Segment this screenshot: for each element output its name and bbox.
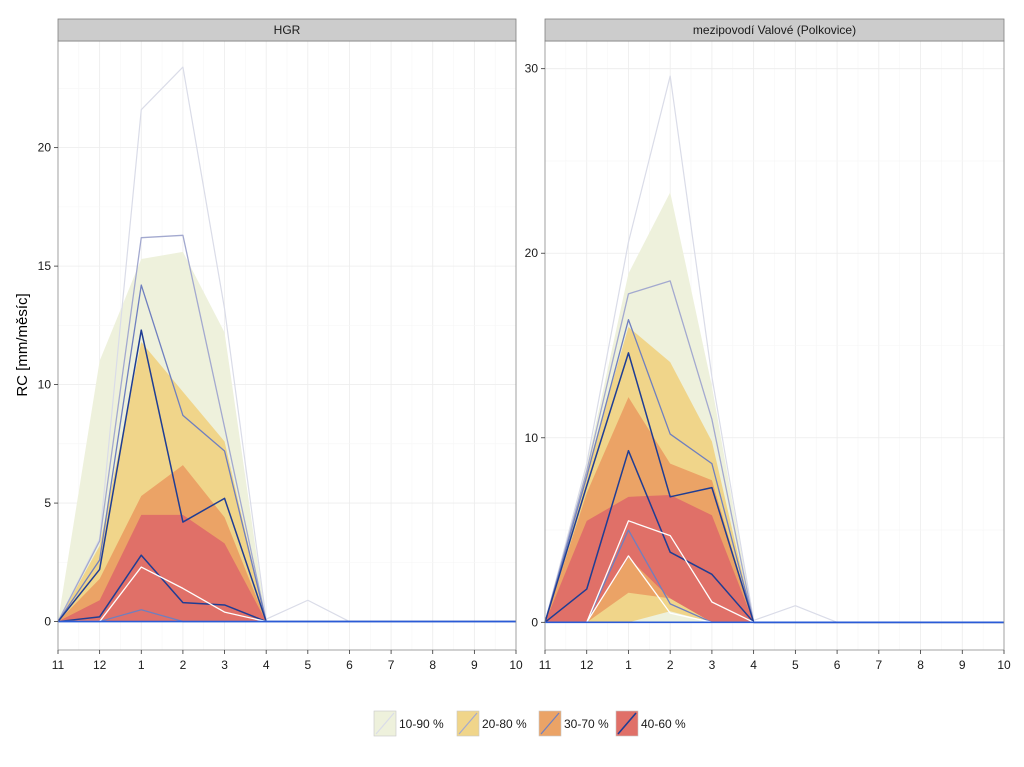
band-40-60 [58,514,516,622]
panel-strip [544,18,1005,42]
x-tick-label: 8 [917,658,924,672]
x-tick-label: 10 [997,658,1011,672]
x-tick-label: 10 [509,658,523,672]
x-tick-label: 5 [792,658,799,672]
y-tick-label: 30 [525,62,539,76]
x-tick-label: 4 [263,658,270,672]
x-tick-label: 6 [834,658,841,672]
x-tick-label: 3 [709,658,716,672]
x-tick-label: 8 [429,658,436,672]
legend-key-line [540,712,560,735]
x-tick-label: 12 [93,658,107,672]
x-tick-label: 2 [180,658,187,672]
y-tick-label: 15 [38,259,52,273]
legend-label: 10-90 % [399,717,444,731]
legend-label: 20-80 % [482,717,527,731]
x-tick-label: 11 [52,658,65,672]
y-tick-label: 20 [525,246,539,260]
x-tick-label: 1 [138,658,145,672]
y-tick-label: 0 [531,615,538,629]
x-tick-label: 11 [539,658,552,672]
x-tick-label: 2 [667,658,674,672]
gridlines [57,41,517,650]
x-tick-label: 6 [346,658,353,672]
legend-key-line [458,712,478,735]
legend-key-line [375,712,395,735]
y-tick-label: 0 [44,615,51,629]
y-tick-label: 10 [38,378,52,392]
x-tick-label: 7 [388,658,395,672]
x-tick-label: 12 [580,658,594,672]
legend-key-line [617,712,637,735]
y-tick-label: 20 [38,141,52,155]
legend-label: 40-60 % [641,717,686,731]
panel-strip [57,18,517,42]
legend-item: 30-70 % [538,710,609,737]
x-tick-label: 1 [625,658,632,672]
legend-item: 20-80 % [456,710,527,737]
y-tick-label: 5 [44,496,51,510]
x-tick-label: 4 [750,658,757,672]
x-tick-label: 9 [471,658,478,672]
y-tick-label: 10 [525,431,539,445]
panel-title: HGR [274,23,301,37]
panel-title: mezipovodí Valové (Polkovice) [693,23,856,37]
x-tick-label: 3 [221,658,228,672]
x-tick-label: 5 [304,658,311,672]
legend-item: 40-60 % [615,710,686,737]
x-tick-label: 9 [959,658,966,672]
x-tick-label: 7 [875,658,882,672]
legend-label: 30-70 % [564,717,609,731]
legend: 10-90 % 20-80 % 30-70 % 40-60 % [373,710,686,737]
y-axis-title: RC [mm/měsíc] [14,293,31,396]
legend-item: 10-90 % [373,710,444,737]
